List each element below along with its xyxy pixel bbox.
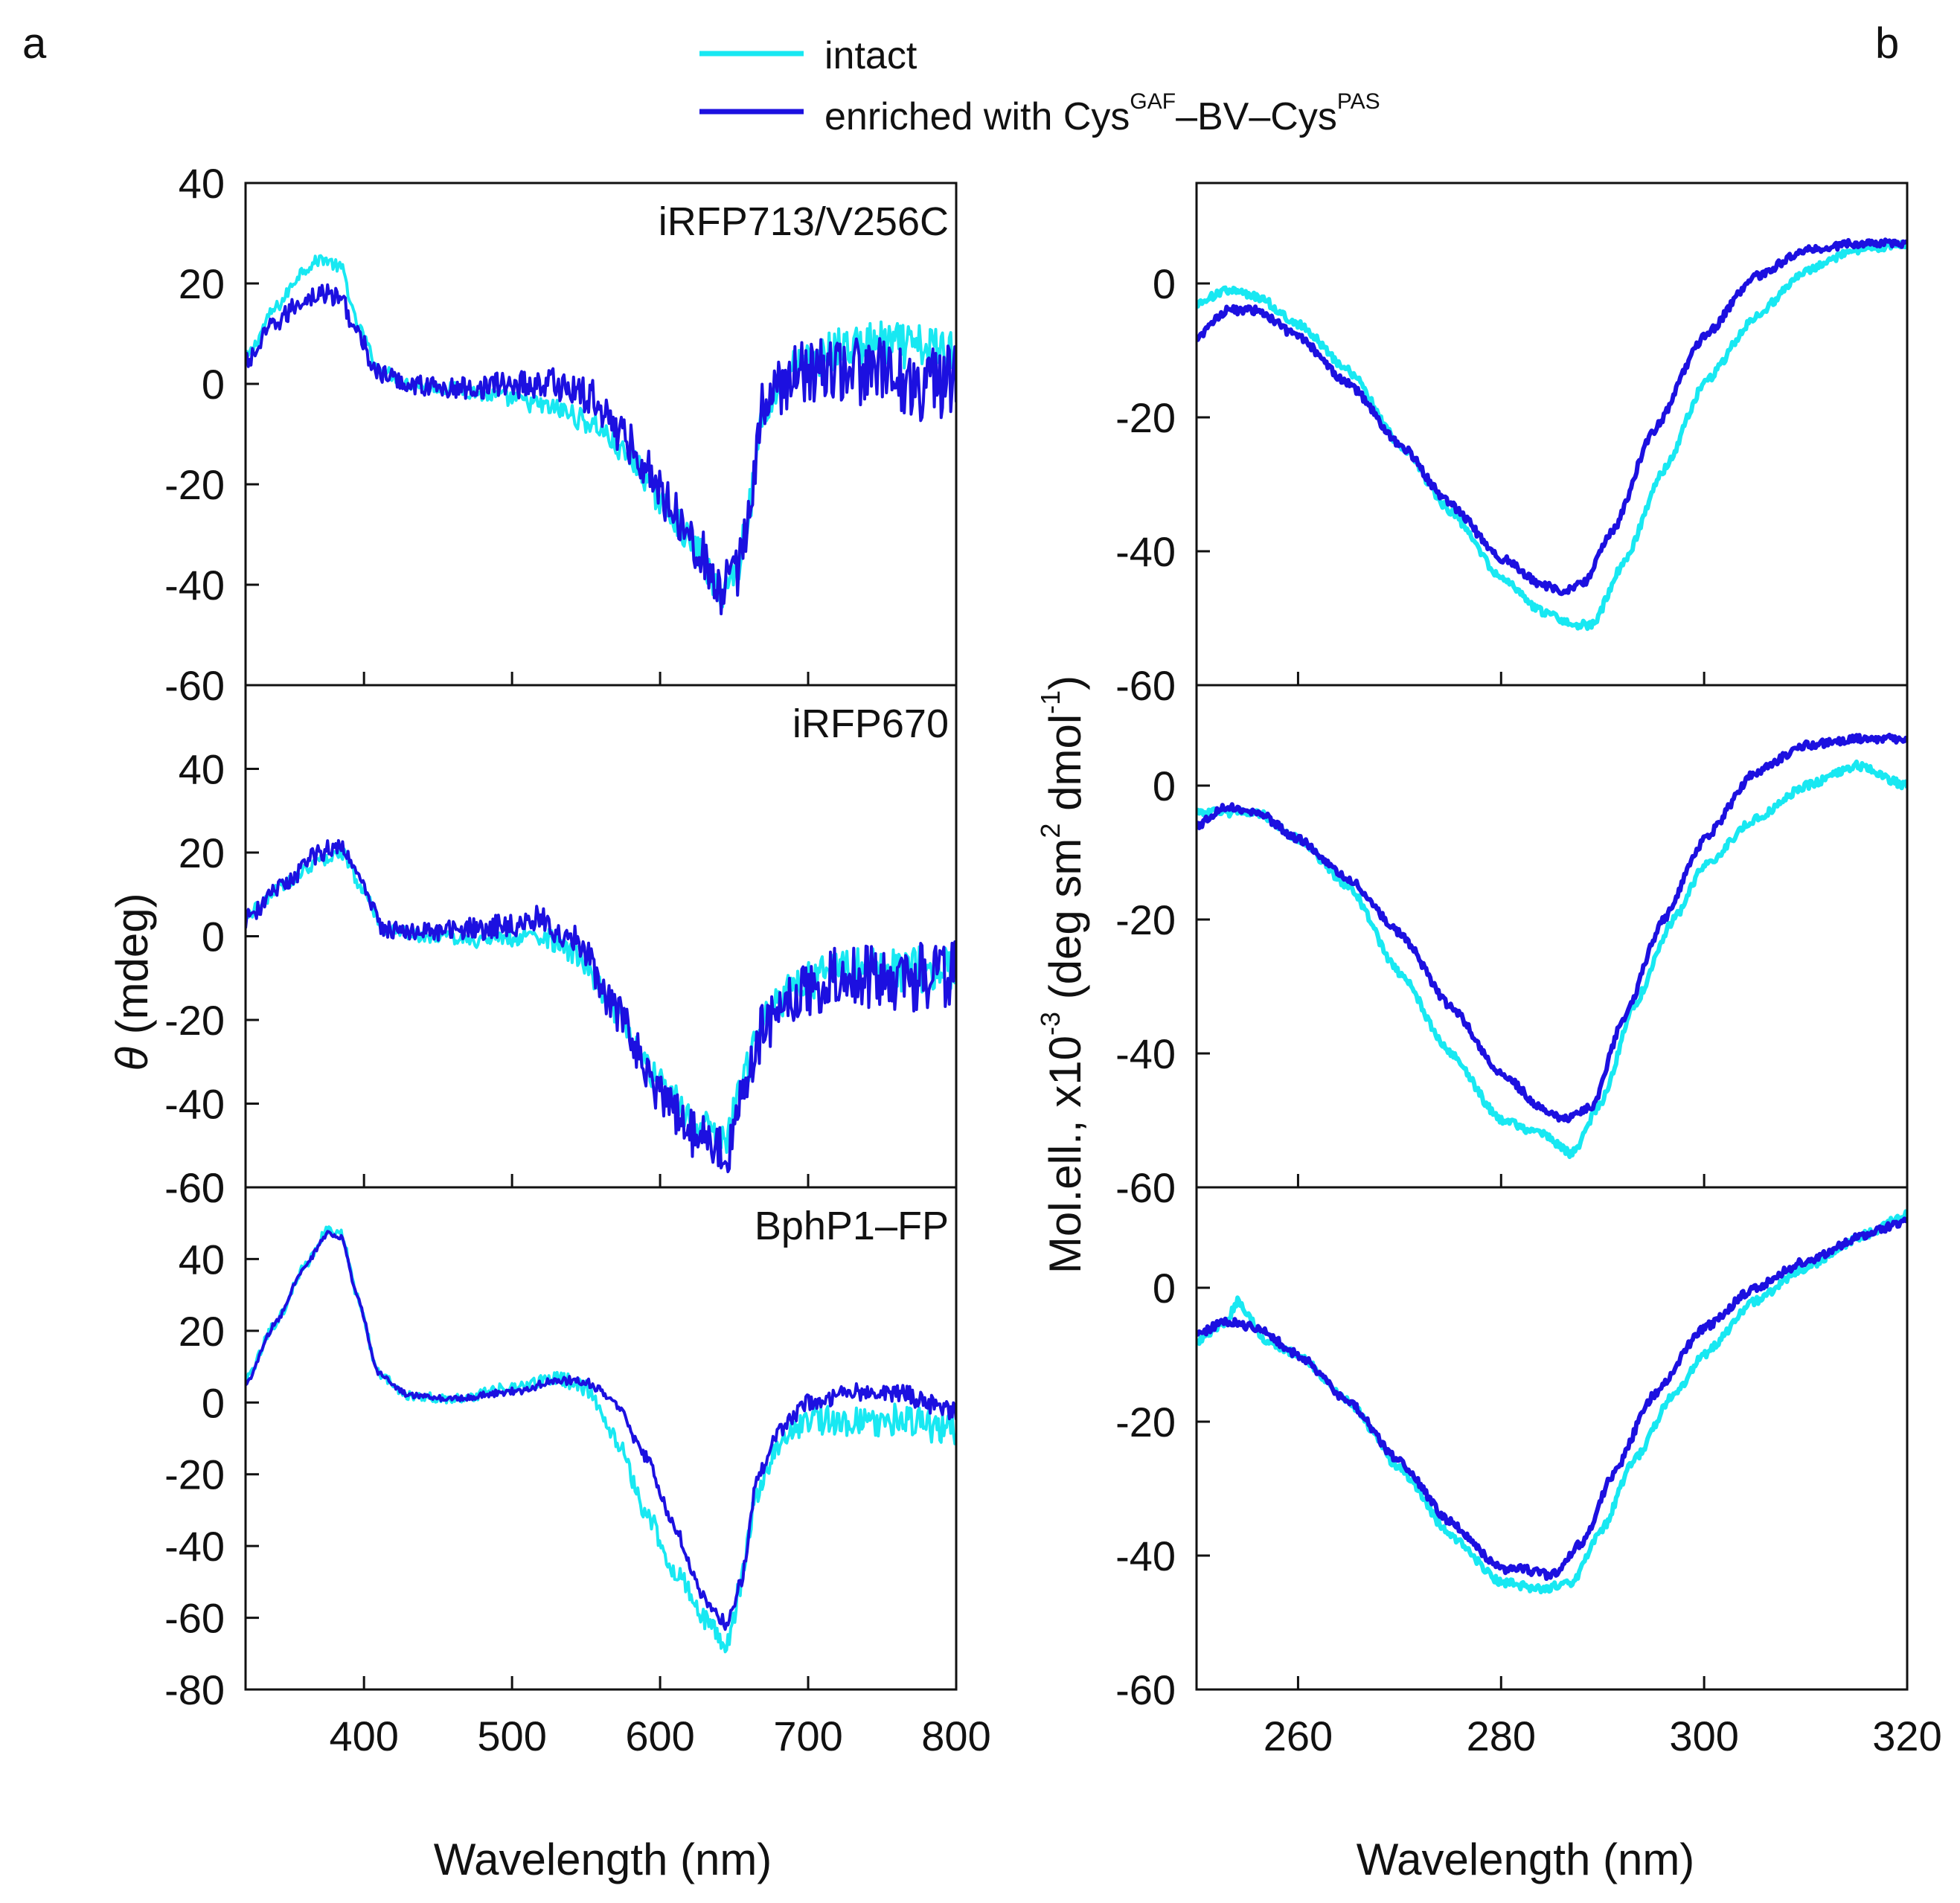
panel-a-iRFP670: 40 20 0 -20 -40 -60 iRFP670 bbox=[164, 684, 958, 1211]
right-y-title-part2: (deg sm bbox=[1040, 838, 1090, 1012]
series-group bbox=[1197, 237, 1907, 632]
y-tick-label: 0 bbox=[202, 1379, 225, 1426]
y-tick-label: -20 bbox=[164, 997, 225, 1044]
x-tick-label: 300 bbox=[1669, 1713, 1738, 1759]
right-y-axis-title: Mol.ell., x10-3 (deg sm2 dmol-1) bbox=[1035, 675, 1090, 1274]
panel-title: iRFP713/V256C bbox=[659, 199, 949, 244]
series-group bbox=[1197, 1209, 1907, 1595]
y-tick-label: 0 bbox=[202, 914, 225, 960]
legend-label-intact: intact bbox=[824, 34, 917, 77]
right-y-title-part1: Mol.ell., x10 bbox=[1040, 1036, 1090, 1274]
y-tick-label: -60 bbox=[164, 662, 225, 709]
y-tick-label: -40 bbox=[1115, 528, 1176, 575]
plot-frame bbox=[244, 684, 958, 1189]
panel-title: iRFP670 bbox=[792, 702, 949, 746]
right-x-axis-title: Wavelength (nm) bbox=[1357, 1835, 1695, 1884]
x-tick-label: 600 bbox=[625, 1713, 694, 1759]
y-tick-label: -20 bbox=[1115, 1399, 1176, 1445]
panel-a-iRFP713-V256C: 40 20 0 -20 -40 -60 iRFP713/V256C bbox=[164, 160, 958, 709]
series-line-intact bbox=[246, 1225, 956, 1654]
y-tick-label: -40 bbox=[1115, 1533, 1176, 1579]
right-y-title-part3: dmol bbox=[1040, 714, 1090, 824]
series-group bbox=[246, 838, 956, 1173]
legend-enriched-prefix: enriched with Cys bbox=[824, 95, 1130, 138]
x-tick-label: 400 bbox=[329, 1713, 398, 1759]
left-y-axis-unit: (mdeg) bbox=[107, 893, 157, 1047]
x-tick-label: 500 bbox=[477, 1713, 546, 1759]
y-tick-label: 60 bbox=[179, 1164, 225, 1211]
y-tick-label: -40 bbox=[164, 1523, 225, 1570]
plot-frame bbox=[1195, 182, 1909, 687]
series-group bbox=[246, 1225, 956, 1654]
legend-enriched-mid: –BV–Cys bbox=[1176, 95, 1337, 138]
series-line-enriched bbox=[1197, 1216, 1907, 1582]
y-tick-label: -20 bbox=[164, 1451, 225, 1498]
series-line-enriched bbox=[1197, 732, 1907, 1123]
plot-frame bbox=[1195, 1186, 1909, 1691]
legend-label-enriched: enriched with CysGAF–BV–CysPAS bbox=[824, 89, 1380, 138]
y-tick-label: -80 bbox=[164, 1666, 225, 1713]
y-tick-label: -60 bbox=[1115, 1666, 1176, 1713]
y-tick-label: 40 bbox=[179, 160, 225, 207]
right-y-title-sup3: -1 bbox=[1035, 690, 1066, 714]
series-line-enriched bbox=[246, 1230, 956, 1631]
x-tick-label: 280 bbox=[1467, 1713, 1536, 1759]
panel-b-top: 0 -20 -40 -60 bbox=[1115, 182, 1909, 709]
series-line-intact bbox=[246, 254, 956, 609]
x-tick-label: 260 bbox=[1264, 1713, 1333, 1759]
right-y-title-sup1: -3 bbox=[1035, 1012, 1066, 1036]
y-tick-label: -60 bbox=[1115, 1164, 1176, 1211]
panel-b-middle: 0 -20 -40 -60 bbox=[1115, 684, 1909, 1211]
right-y-title-sup2: 2 bbox=[1035, 824, 1066, 838]
panel-title: BphP1–FP bbox=[755, 1204, 949, 1248]
y-tick-label: -20 bbox=[1115, 896, 1176, 943]
right-y-title-part4: ) bbox=[1040, 675, 1090, 690]
y-tick-label: -40 bbox=[164, 562, 225, 609]
y-tick-label: -60 bbox=[164, 1595, 225, 1642]
y-tick-label: 20 bbox=[179, 1308, 225, 1355]
panel-label-a: a bbox=[22, 19, 47, 68]
y-tick-label: 40 bbox=[179, 746, 225, 793]
panel-b-bottom: 260 280 300 320 0 -20 -40 -60 bbox=[1115, 1186, 1942, 1759]
y-tick-label: 0 bbox=[1153, 260, 1176, 307]
series-line-intact bbox=[1197, 240, 1907, 632]
series-group bbox=[246, 254, 956, 616]
y-tick-label: 40 bbox=[179, 1236, 225, 1283]
series-line-intact bbox=[246, 847, 956, 1154]
x-tick-label: 700 bbox=[773, 1713, 842, 1759]
y-tick-label: 0 bbox=[1153, 1265, 1176, 1312]
x-tick-label: 320 bbox=[1872, 1713, 1941, 1759]
panel-a-BphP1-FP: 400 500 600 700 800 60 40 20 0 -20 -40 -60 -80 BphP1–… bbox=[164, 1164, 991, 1759]
y-tick-label: -20 bbox=[164, 461, 225, 508]
y-tick-label: -20 bbox=[1115, 394, 1176, 441]
y-tick-label: -60 bbox=[164, 1164, 225, 1211]
series-line-enriched bbox=[246, 838, 956, 1173]
series-line-enriched bbox=[1197, 237, 1907, 597]
series-line-intact bbox=[1197, 1209, 1907, 1595]
y-tick-label: 0 bbox=[1153, 763, 1176, 809]
legend: intact enriched with CysGAF–BV–CysPAS bbox=[699, 34, 1380, 138]
panel-label-b: b bbox=[1875, 19, 1899, 68]
y-tick-label: -40 bbox=[1115, 1030, 1176, 1077]
y-tick-label: 0 bbox=[202, 361, 225, 408]
legend-enriched-sup-gaf: GAF bbox=[1130, 89, 1176, 114]
y-tick-label: -60 bbox=[1115, 662, 1176, 709]
plot-frame bbox=[244, 1186, 958, 1691]
series-line-enriched bbox=[246, 283, 956, 616]
left-y-axis-title: θ (mdeg) bbox=[107, 893, 157, 1071]
y-tick-label: -40 bbox=[164, 1081, 225, 1128]
x-tick-label: 800 bbox=[921, 1713, 990, 1759]
left-x-axis-title: Wavelength (nm) bbox=[434, 1835, 772, 1884]
series-group bbox=[1197, 732, 1907, 1159]
y-tick-label: 20 bbox=[179, 260, 225, 307]
theta-symbol: θ bbox=[107, 1047, 157, 1071]
legend-enriched-sup-pas: PAS bbox=[1337, 89, 1380, 114]
series-line-intact bbox=[1197, 759, 1907, 1159]
y-tick-label: 20 bbox=[179, 829, 225, 876]
